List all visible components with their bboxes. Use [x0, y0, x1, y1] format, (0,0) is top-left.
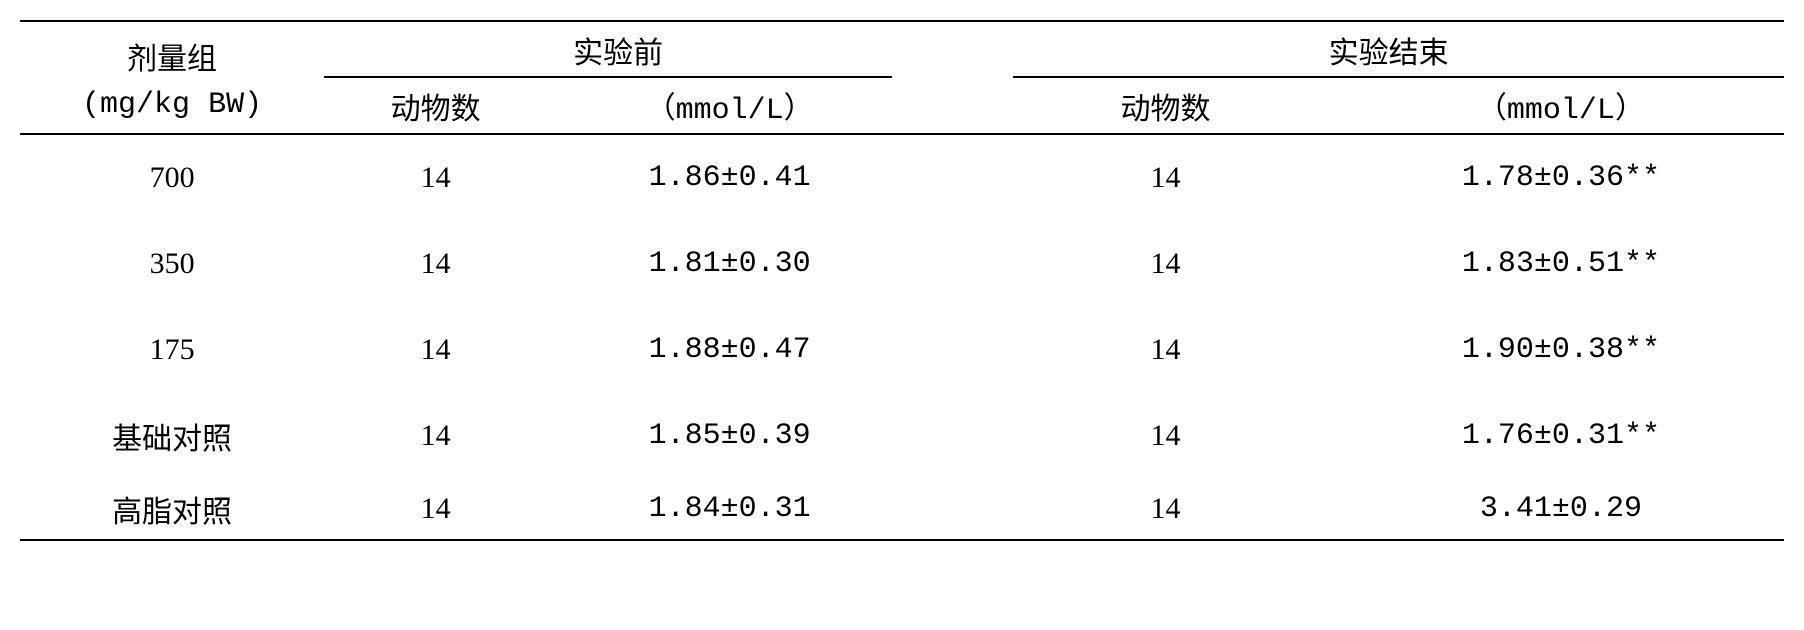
table-row: 高脂对照 14 1.84±0.31 14 3.41±0.29	[20, 479, 1784, 540]
cell-val-after: 1.76±0.31**	[1338, 393, 1784, 479]
header-after-group: 实验结束	[993, 21, 1784, 78]
header-unit-after: （mmol/L）	[1338, 78, 1784, 134]
cell-dose: 350	[20, 221, 324, 307]
cell-val-after: 1.83±0.51**	[1338, 221, 1784, 307]
header-dose-group: 剂量组 (mg/kg BW)	[20, 21, 324, 134]
data-table: 剂量组 (mg/kg BW) 实验前 实验结束 动物数 （mmol/L） 动物数…	[20, 20, 1784, 541]
header-gap	[912, 21, 993, 78]
header-n-after: 动物数	[993, 78, 1338, 134]
cell-val-after: 3.41±0.29	[1338, 479, 1784, 540]
cell-n-before: 14	[324, 393, 547, 479]
header-before-label: 实验前	[573, 37, 663, 70]
cell-n-after: 14	[993, 393, 1338, 479]
header-dose-line2: (mg/kg BW)	[20, 88, 324, 122]
cell-n-before: 14	[324, 135, 547, 221]
cell-n-after: 14	[993, 221, 1338, 307]
cell-val-before: 1.81±0.30	[547, 221, 912, 307]
cell-val-before: 1.88±0.47	[547, 307, 912, 393]
header-after-label: 实验结束	[1329, 37, 1449, 70]
table-row: 基础对照 14 1.85±0.39 14 1.76±0.31**	[20, 393, 1784, 479]
cell-n-before: 14	[324, 221, 547, 307]
table-row: 350 14 1.81±0.30 14 1.83±0.51**	[20, 221, 1784, 307]
header-before-group: 实验前	[324, 21, 912, 78]
cell-dose: 700	[20, 135, 324, 221]
header-n-before: 动物数	[324, 78, 547, 134]
table-row: 175 14 1.88±0.47 14 1.90±0.38**	[20, 307, 1784, 393]
header-unit-before: （mmol/L）	[547, 78, 912, 134]
cell-n-after: 14	[993, 307, 1338, 393]
cell-val-before: 1.84±0.31	[547, 479, 912, 540]
cell-dose: 175	[20, 307, 324, 393]
cell-n-before: 14	[324, 479, 547, 540]
cell-dose: 高脂对照	[20, 479, 324, 540]
cell-val-before: 1.86±0.41	[547, 135, 912, 221]
cell-dose: 基础对照	[20, 393, 324, 479]
cell-val-after: 1.78±0.36**	[1338, 135, 1784, 221]
cell-val-after: 1.90±0.38**	[1338, 307, 1784, 393]
header-dose-line1: 剂量组	[20, 34, 324, 78]
cell-n-after: 14	[993, 135, 1338, 221]
table-row: 700 14 1.86±0.41 14 1.78±0.36**	[20, 135, 1784, 221]
cell-n-before: 14	[324, 307, 547, 393]
cell-n-after: 14	[993, 479, 1338, 540]
cell-val-before: 1.85±0.39	[547, 393, 912, 479]
